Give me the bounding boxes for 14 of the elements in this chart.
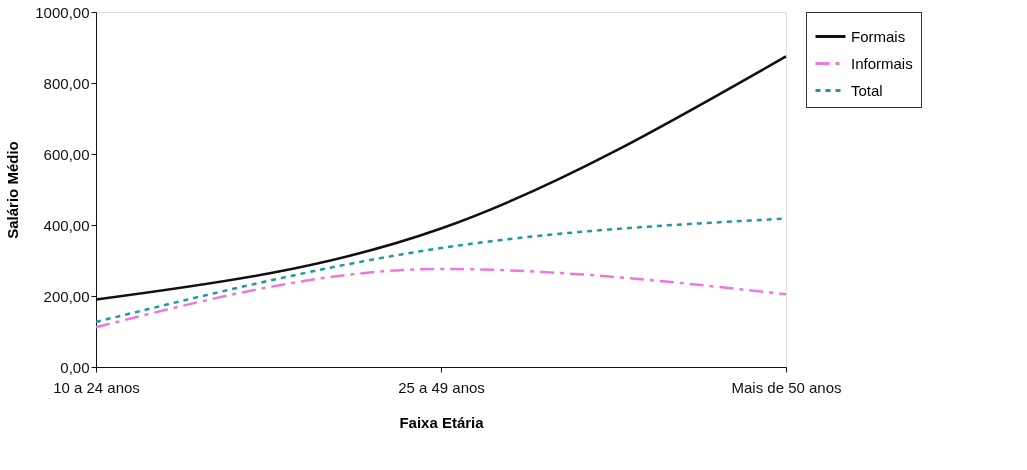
legend-label: Formais	[851, 27, 906, 45]
x-tick-label: 25 a 49 anos	[398, 378, 485, 396]
y-tick-label: 0,00	[60, 358, 90, 376]
y-axis-title: Salário Médio	[4, 141, 22, 239]
y-tick-label: 600,00	[43, 145, 90, 163]
x-tick-label: 10 a 24 anos	[53, 378, 140, 396]
y-tick-label: 200,00	[43, 287, 90, 305]
legend-label: Informais	[851, 54, 913, 72]
legend-label: Total	[851, 81, 883, 99]
y-tick-label: 400,00	[43, 216, 90, 234]
y-tick-label: 1000,00	[35, 3, 90, 21]
x-axis-title: Faixa Etária	[399, 413, 485, 431]
x-tick-label: Mais de 50 anos	[731, 378, 842, 396]
y-tick-label: 800,00	[43, 74, 90, 92]
